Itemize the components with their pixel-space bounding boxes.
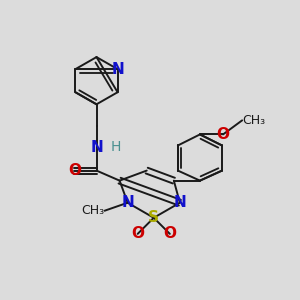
Text: O: O [163,226,176,242]
Text: N: N [90,140,103,155]
Text: CH₃: CH₃ [81,204,104,217]
Text: O: O [217,127,230,142]
Text: H: H [110,140,121,154]
Text: CH₃: CH₃ [242,114,265,127]
Text: N: N [173,195,186,210]
Text: N: N [121,195,134,210]
Text: O: O [131,226,144,242]
Text: N: N [111,61,124,76]
Text: O: O [68,163,81,178]
Text: S: S [148,210,159,225]
